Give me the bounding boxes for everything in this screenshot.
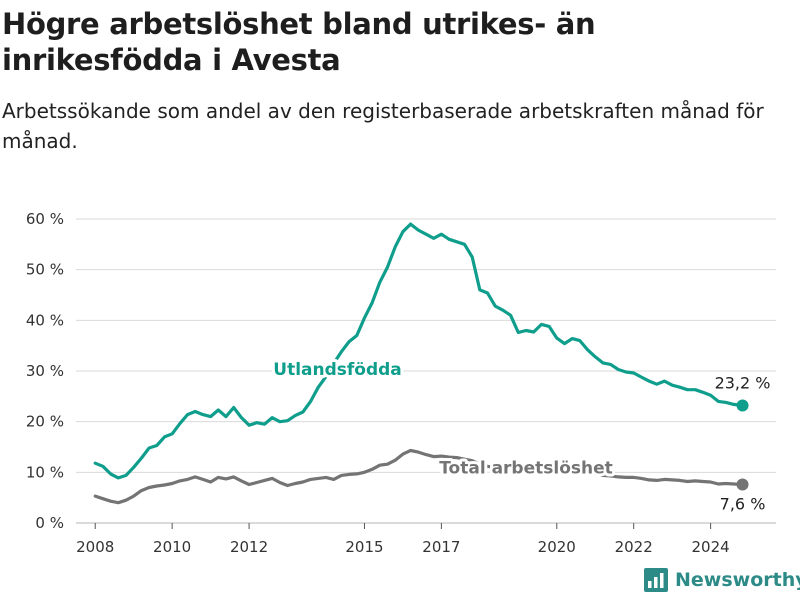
series-utlandsfodda-line [93, 222, 745, 480]
y-tick-label: 10 % [26, 463, 64, 481]
x-axis: 2008 2010 2012 2015 2017 2020 2022 2024 [76, 523, 730, 556]
x-tick-label: 2020 [538, 538, 576, 556]
y-tick-label: 40 % [26, 311, 64, 329]
newsworthy-logo-icon [644, 568, 668, 592]
x-tick-label: 2024 [692, 538, 730, 556]
series-labels: 23,2 % 7,6 % Utlandsfödda Total arbetslöshe… [270, 357, 771, 513]
series-lines [93, 222, 749, 505]
y-axis: 0 % 10 % 20 % 30 % 40 % 50 % 60 % [26, 210, 64, 532]
newsworthy-brand: Newsworthy [644, 568, 800, 592]
series-total-arbetsloshet-end-point [736, 478, 749, 491]
brand-name: Newsworthy [675, 569, 800, 591]
series-total-arbetsloshet-line [93, 448, 745, 505]
x-tick-label: 2012 [230, 538, 268, 556]
x-tick-label: 2015 [345, 538, 383, 556]
series-utlandsfodda-name-label: Utlandsfödda [273, 360, 402, 380]
y-tick-label: 20 % [26, 413, 64, 431]
x-tick-label: 2022 [615, 538, 653, 556]
y-tick-label: 50 % [26, 261, 64, 279]
x-tick-label: 2008 [76, 538, 114, 556]
series-total-arbetsloshet-end-label: 7,6 % [720, 494, 766, 513]
chart-title: Högre arbetslöshet bland utrikes- än inr… [2, 7, 596, 77]
y-tick-label: 30 % [26, 362, 64, 380]
series-total-arbetsloshet-name-label: Total arbetslöshet [439, 458, 613, 478]
series-utlandsfodda-end-point [736, 399, 749, 412]
gridlines [76, 218, 776, 524]
line-chart: 0 % 10 % 20 % 30 % 40 % 50 % 60 % 2008 2010 2012… [26, 210, 776, 556]
series-utlandsfodda-end-label: 23,2 % [715, 373, 771, 392]
x-tick-label: 2017 [422, 538, 460, 556]
y-tick-label: 60 % [26, 210, 64, 228]
x-tick-label: 2010 [153, 538, 191, 556]
chart-subtitle: Arbetssökande som andel av den registerb… [2, 99, 764, 153]
y-tick-label: 0 % [35, 514, 64, 532]
